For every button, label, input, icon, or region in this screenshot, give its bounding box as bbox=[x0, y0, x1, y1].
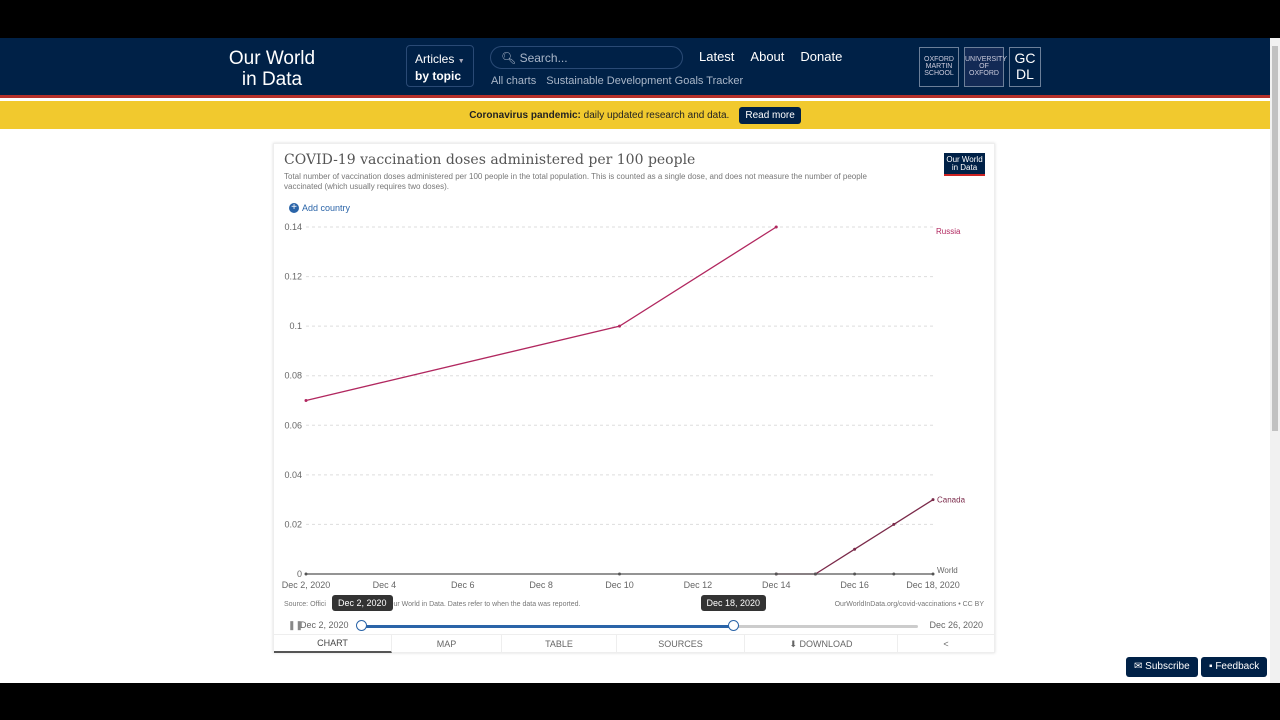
y-tick-label: 0.06 bbox=[284, 420, 302, 430]
comment-icon: ▪ bbox=[1209, 661, 1213, 672]
search-input[interactable]: 🔍︎ Search... bbox=[490, 46, 683, 69]
data-point bbox=[853, 572, 857, 576]
timeline-start-handle[interactable]: Dec 2, 2020 bbox=[332, 595, 393, 631]
chart-title: COVID-19 vaccination doses administered … bbox=[284, 152, 696, 168]
sdg-tracker-link[interactable]: Sustainable Development Goals Tracker bbox=[546, 75, 744, 87]
chart-card: COVID-19 vaccination doses administered … bbox=[273, 143, 995, 653]
x-tick-label: Dec 10 bbox=[605, 580, 634, 590]
data-point bbox=[304, 399, 308, 402]
x-tick-label: Dec 4 bbox=[373, 580, 397, 590]
gcdl-logo[interactable]: GC DL bbox=[1009, 47, 1041, 87]
chart-subtitle: Total number of vaccination doses admini… bbox=[284, 172, 867, 191]
timeline-end-handle[interactable]: Dec 18, 2020 bbox=[700, 595, 767, 631]
y-tick-label: 0.14 bbox=[284, 222, 302, 232]
tab-chart[interactable]: CHART bbox=[274, 635, 392, 653]
nav-latest[interactable]: Latest bbox=[699, 49, 735, 64]
start-handle-tooltip: Dec 2, 2020 bbox=[332, 595, 393, 611]
add-country-button[interactable]: + Add country bbox=[289, 203, 350, 213]
x-tick-label: Dec 12 bbox=[684, 580, 713, 590]
x-tick-label: Dec 6 bbox=[451, 580, 475, 590]
banner-bold: Coronavirus pandemic: bbox=[469, 109, 581, 121]
download-icon: ⬇︎ bbox=[789, 638, 797, 649]
covid-banner: Coronavirus pandemic: daily updated rese… bbox=[0, 101, 1270, 129]
share-icon: < bbox=[943, 639, 949, 649]
y-tick-label: 0.04 bbox=[284, 470, 302, 480]
nav-about[interactable]: About bbox=[750, 49, 785, 64]
scrollbar[interactable] bbox=[1270, 38, 1280, 683]
x-tick-label: Dec 14 bbox=[762, 580, 791, 590]
add-country-label: Add country bbox=[302, 203, 351, 213]
feedback-button[interactable]: ▪ Feedback bbox=[1201, 657, 1268, 677]
x-tick-label: Dec 16 bbox=[840, 580, 869, 590]
oxford-university-logo[interactable]: UNIVERSITY OF OXFORD bbox=[964, 47, 1007, 87]
data-point bbox=[618, 572, 621, 576]
banner-text: daily updated research and data. bbox=[583, 109, 730, 121]
x-tick-label: Dec 18, 2020 bbox=[906, 580, 960, 590]
data-point bbox=[774, 225, 778, 229]
timeline-selected-range bbox=[361, 625, 733, 628]
line-chart: 0 0.02 0.04 0.06 0.08 0.1 0.12 0.14 Dec 2, 2020 D… bbox=[282, 222, 966, 590]
y-tick-label: 0 bbox=[297, 569, 302, 579]
series-label-world: World bbox=[937, 566, 958, 575]
data-point bbox=[813, 572, 817, 576]
series-line-canada bbox=[776, 499, 934, 575]
timeline: ❚❚ Dec 2, 2020 Dec 2, 2020 Dec 18, 2020 … bbox=[288, 595, 993, 635]
top-nav: Our World in Data Articles ▼ by topic 🔍︎ S… bbox=[0, 38, 1270, 98]
share-button[interactable]: < bbox=[898, 635, 994, 653]
search-icon: 🔍︎ bbox=[501, 51, 517, 65]
feedback-label: Feedback bbox=[1215, 661, 1260, 672]
x-tick-label: Dec 8 bbox=[529, 580, 553, 590]
x-tick-label: Dec 2, 2020 bbox=[282, 580, 331, 590]
subscribe-button[interactable]: ✉︎ Subscribe bbox=[1126, 657, 1198, 677]
articles-label: Articles bbox=[415, 52, 455, 66]
plus-icon: + bbox=[289, 203, 299, 213]
subscribe-label: Subscribe bbox=[1145, 661, 1190, 672]
logo-line: Our World bbox=[228, 48, 316, 69]
chart-tabs: CHART MAP TABLE SOURCES ⬇︎ DOWNLOAD < bbox=[274, 634, 994, 653]
download-label: DOWNLOAD bbox=[799, 639, 853, 649]
source-text-rest: Our World in Data. Dates refer to when t… bbox=[388, 601, 581, 608]
owid-logo[interactable]: Our World in Data bbox=[228, 48, 316, 90]
by-topic-label: by topic bbox=[415, 69, 462, 83]
source-text: Source: Offici bbox=[284, 601, 326, 608]
play-pause-button[interactable]: ❚❚ bbox=[288, 620, 304, 630]
y-tick-label: 0.08 bbox=[284, 371, 302, 381]
data-point bbox=[931, 572, 935, 576]
oxford-martin-logo[interactable]: OXFORD MARTIN SCHOOL bbox=[919, 47, 959, 87]
end-handle-tooltip: Dec 18, 2020 bbox=[700, 595, 767, 611]
scrollbar-thumb[interactable] bbox=[1272, 46, 1278, 431]
timeline-end-label: Dec 26, 2020 bbox=[929, 620, 983, 630]
owid-badge[interactable]: Our World in Data bbox=[944, 153, 985, 176]
series-label-russia: Russia bbox=[936, 227, 961, 236]
data-point bbox=[892, 522, 896, 526]
y-tick-label: 0.02 bbox=[284, 519, 302, 529]
data-point bbox=[853, 547, 857, 551]
tab-download[interactable]: ⬇︎ DOWNLOAD bbox=[745, 635, 898, 653]
logo-line: in Data bbox=[241, 69, 303, 90]
tab-table[interactable]: TABLE bbox=[502, 635, 617, 653]
mail-icon: ✉︎ bbox=[1134, 661, 1143, 672]
data-point bbox=[304, 572, 308, 576]
search-placeholder: Search... bbox=[519, 51, 568, 65]
chevron-down-icon: ▼ bbox=[457, 58, 465, 65]
read-more-button[interactable]: Read more bbox=[739, 106, 801, 124]
license-text: OurWorldInData.org/covid-vaccinations • … bbox=[834, 601, 984, 608]
articles-by-topic-button[interactable]: Articles ▼ by topic bbox=[406, 45, 474, 87]
y-tick-label: 0.12 bbox=[284, 272, 302, 282]
y-tick-label: 0.1 bbox=[289, 321, 302, 331]
tab-sources[interactable]: SOURCES bbox=[617, 635, 745, 653]
tab-map[interactable]: MAP bbox=[392, 635, 502, 653]
data-point bbox=[774, 572, 778, 576]
all-charts-link[interactable]: All charts bbox=[491, 75, 537, 87]
timeline-start-label: Dec 2, 2020 bbox=[300, 620, 349, 630]
data-point bbox=[931, 498, 935, 502]
series-label-canada: Canada bbox=[937, 496, 966, 505]
data-point bbox=[892, 572, 896, 576]
data-point bbox=[618, 324, 621, 328]
page: Our World in Data Articles ▼ by topic 🔍︎ S… bbox=[0, 38, 1280, 683]
nav-donate[interactable]: Donate bbox=[800, 49, 843, 64]
series-line-russia bbox=[305, 226, 777, 402]
